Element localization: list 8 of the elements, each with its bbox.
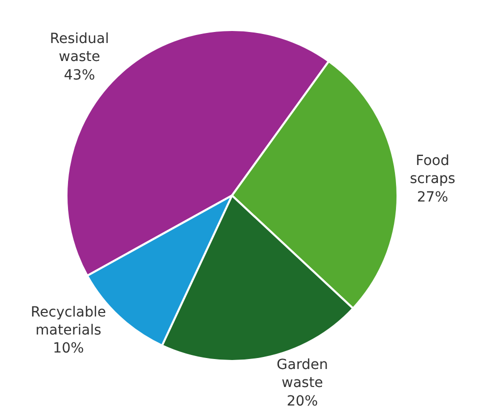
data-label: 10% <box>52 340 84 357</box>
slice-label: Recyclable materials <box>30 304 106 339</box>
data-label: 20% <box>286 393 318 410</box>
slice-label: Residual waste <box>50 30 110 66</box>
slice-label: Food scraps <box>410 152 456 188</box>
data-label: 43% <box>64 67 96 84</box>
data-label: 27% <box>417 189 448 206</box>
slice-label: Garden waste <box>276 357 328 392</box>
